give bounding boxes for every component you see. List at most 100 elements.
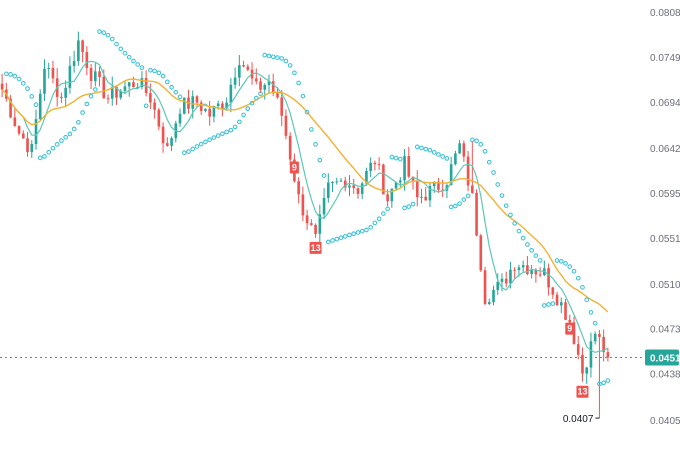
sar-dot <box>469 137 475 143</box>
sar-dot <box>597 381 602 387</box>
candle <box>93 63 97 87</box>
sar-dot <box>605 378 611 383</box>
marker-label: 13 <box>311 243 321 253</box>
current-price-tag: 0.0451 <box>645 349 680 366</box>
candle <box>543 260 546 277</box>
candle <box>284 109 288 140</box>
candle <box>466 150 470 192</box>
sar-dot <box>160 73 166 79</box>
marker-bg <box>565 322 575 335</box>
candle-body <box>271 81 275 94</box>
sar-dot <box>431 150 437 155</box>
candle-body <box>576 344 580 355</box>
sar-dot <box>245 106 251 112</box>
sar-dot <box>325 239 331 245</box>
candle-body <box>153 102 156 110</box>
sar-dot <box>42 154 47 159</box>
low-price-label: 0.0407 <box>563 414 594 425</box>
sar-dot <box>461 197 467 202</box>
candle <box>280 89 284 127</box>
price-axis[interactable]: 0.0808 0.0749 0.0694 0.0642 0.0595 0.0551 0.05… <box>645 8 680 427</box>
candle-body <box>110 86 114 99</box>
candle <box>238 55 241 87</box>
sequential-marker: 9 <box>289 161 299 174</box>
moving-average-slow <box>1 78 609 313</box>
sar-dot <box>203 139 208 145</box>
candle <box>382 163 385 195</box>
sar-dot <box>410 201 416 207</box>
sar-dot <box>368 225 374 230</box>
candle-body <box>534 270 538 275</box>
candle <box>259 77 262 94</box>
candle-body <box>212 105 216 117</box>
sar-dot <box>97 29 102 34</box>
sar-dot <box>232 124 238 130</box>
candle-body <box>365 170 368 184</box>
sar-dot <box>525 242 530 247</box>
candle-body <box>81 40 84 53</box>
candle-body <box>356 188 360 194</box>
candle <box>458 139 461 154</box>
sar-dot <box>321 173 327 178</box>
sar-dot <box>486 159 492 165</box>
candle-body <box>9 98 12 118</box>
candle-body <box>119 90 123 98</box>
candle <box>356 187 360 199</box>
candle <box>195 95 199 107</box>
sar-dot <box>148 67 153 73</box>
candle-body <box>229 84 233 103</box>
candle-body <box>411 176 415 181</box>
candle-body <box>72 61 76 66</box>
sequential-marker: 13 <box>309 241 322 254</box>
sar-dot <box>80 110 85 115</box>
candle-body <box>17 125 21 134</box>
candle-body <box>492 289 495 303</box>
candle-body <box>564 302 567 320</box>
candle-body <box>475 192 478 236</box>
sar-dot <box>275 55 280 60</box>
sar-dot <box>88 93 94 99</box>
sar-dot <box>317 157 323 163</box>
sar-dot <box>164 79 170 85</box>
candle <box>305 209 309 230</box>
candle-body <box>123 86 127 91</box>
ma-slow-line <box>1 78 609 313</box>
sar-dot <box>236 119 242 125</box>
sar-dot <box>474 138 479 144</box>
sar-dot <box>389 154 395 160</box>
candle-body <box>263 84 267 90</box>
candle <box>0 73 4 98</box>
candle <box>178 108 182 127</box>
candle-body <box>420 196 423 198</box>
candle-body <box>449 164 453 186</box>
candle-body <box>428 186 432 201</box>
candle <box>471 141 474 194</box>
y-tick-label: 0.0595 <box>650 189 680 200</box>
sar-dot <box>198 141 204 147</box>
candle <box>60 92 63 104</box>
candle-body <box>310 223 313 225</box>
candle <box>500 273 504 292</box>
candle <box>589 332 593 378</box>
candle-body <box>106 98 110 100</box>
sar-dot <box>550 301 556 306</box>
sar-dot <box>296 80 301 86</box>
candle <box>204 108 207 113</box>
candle <box>538 267 542 278</box>
candle-body <box>437 181 440 190</box>
candle <box>602 329 605 362</box>
candle-body <box>259 81 262 90</box>
y-tick-label: 0.0438 <box>650 370 680 381</box>
sar-dot <box>63 134 69 140</box>
candle <box>30 140 34 158</box>
candle-body <box>216 103 220 106</box>
candle <box>437 177 440 193</box>
sar-dot <box>334 236 340 242</box>
candle-body <box>331 181 334 183</box>
sar-dot <box>143 103 149 109</box>
candle-body <box>93 71 97 81</box>
sar-dot <box>300 93 306 99</box>
candle <box>47 62 51 79</box>
